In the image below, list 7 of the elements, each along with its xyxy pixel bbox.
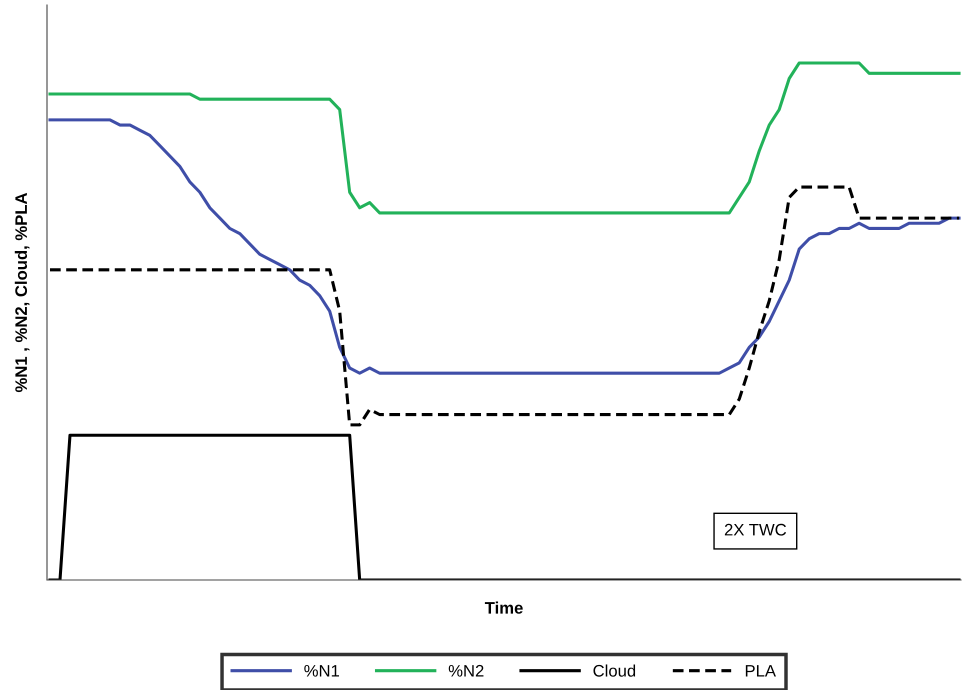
x-axis-title: Time [484,602,523,614]
annotation: 2X TWC [724,524,786,536]
y-axis-title: %N1 , %N2, Cloud, %PLA [14,192,30,392]
legend-label: Cloud [593,664,636,677]
legend-label: %N2 [448,664,484,677]
legend-label: PLA [746,665,776,677]
legend-label: %N1 [304,664,340,677]
